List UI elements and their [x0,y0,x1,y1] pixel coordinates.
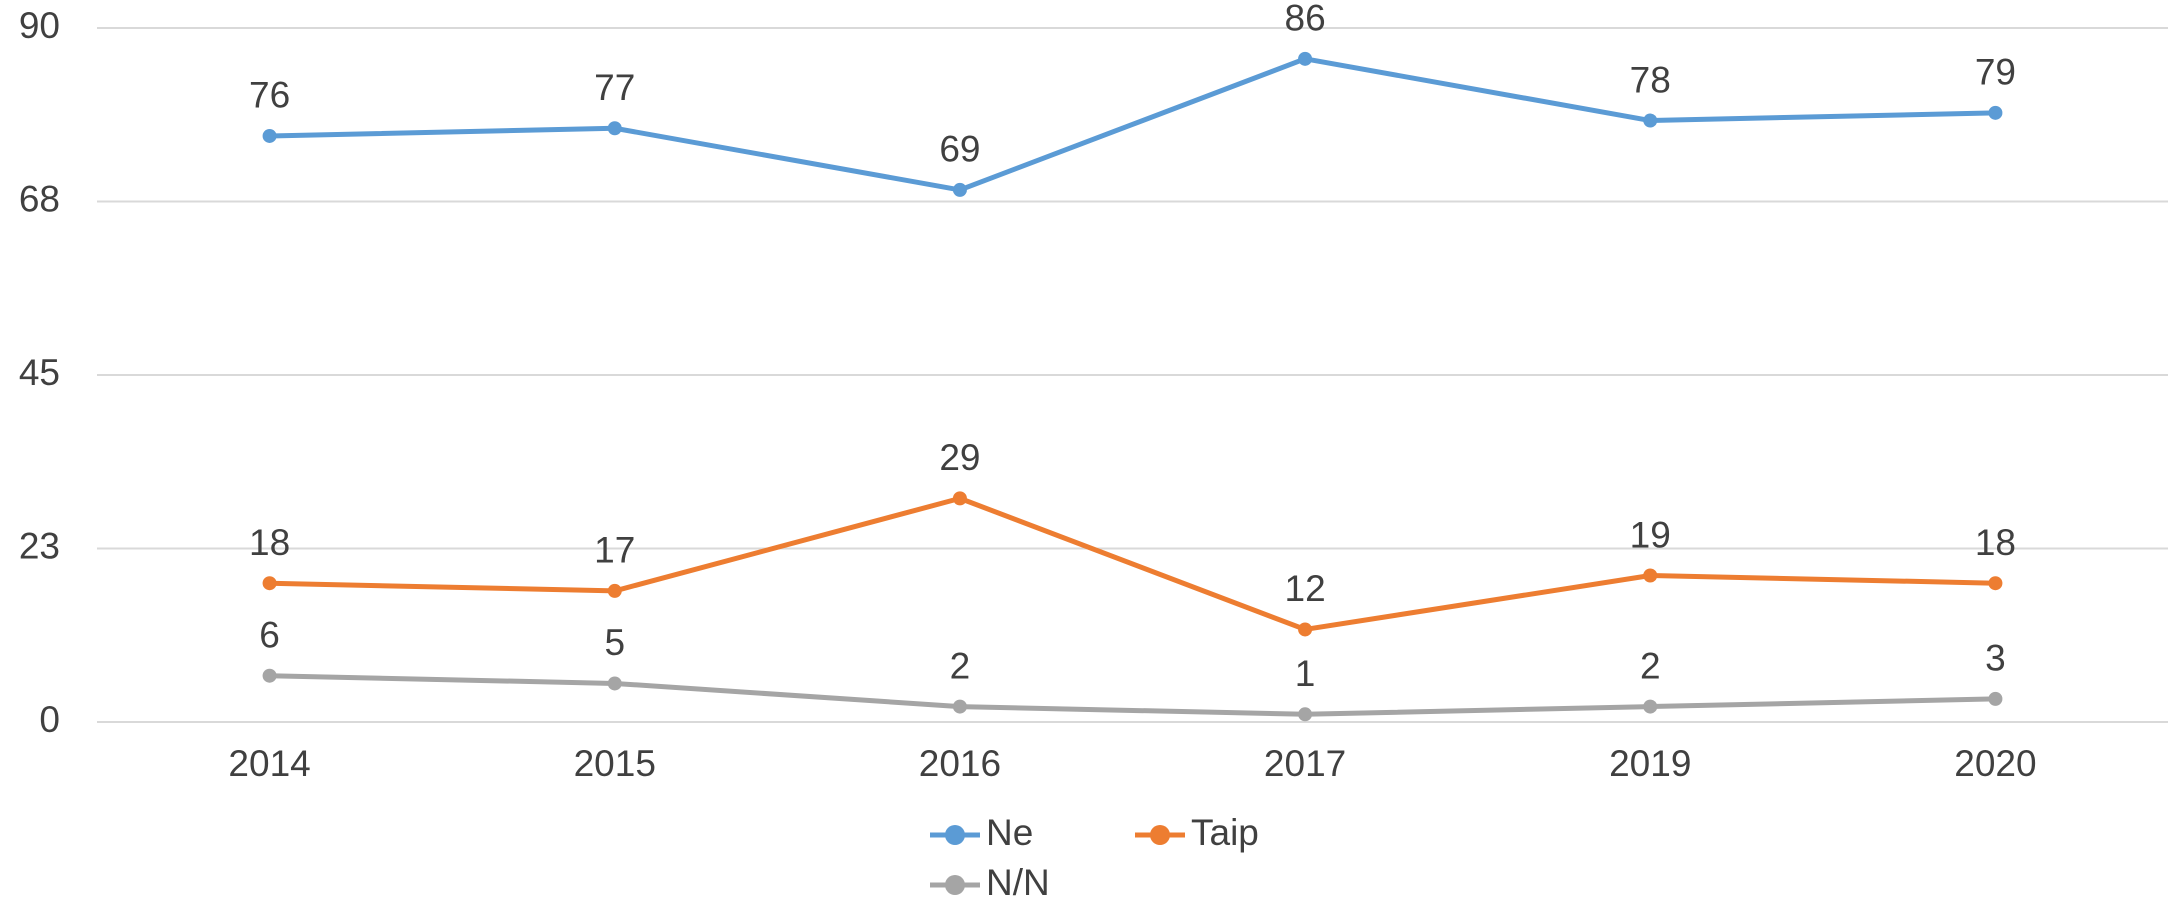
y-tick-label: 90 [19,5,60,46]
point [952,182,967,197]
data-label: 29 [939,437,980,478]
point [952,699,967,714]
data-label: 6 [259,615,280,656]
data-label: 69 [939,129,980,170]
point [1298,51,1313,66]
data-label: 18 [249,522,290,563]
series-line [269,56,1996,193]
x-tick-label: 2019 [1609,743,1691,784]
data-label: 77 [594,67,635,108]
data-label: 5 [604,622,625,663]
data-label: 19 [1630,514,1671,555]
x-tick-label: 2016 [919,743,1001,784]
point [607,583,622,598]
point [1298,622,1313,637]
point [952,491,967,506]
point [1298,707,1313,722]
data-label: 76 [249,75,290,116]
data-label: 17 [594,530,635,571]
x-tick-label: 2014 [228,743,310,784]
point [1988,105,2003,120]
y-tick-label: 68 [19,178,60,219]
legend-marker [945,875,965,895]
data-label: 1 [1295,653,1316,694]
y-tick-label: 45 [19,352,60,393]
data-label: 86 [1285,0,1326,39]
series-line [269,673,1996,717]
x-tick-label: 2017 [1264,743,1346,784]
legend-label: N/N [986,862,1050,903]
y-tick-label: 0 [39,699,60,740]
data-label: 78 [1630,59,1671,100]
legend-label: Ne [986,812,1033,853]
legend-marker [945,825,965,845]
point [607,676,622,691]
legend-label: Taip [1191,812,1259,853]
y-tick-label: 23 [19,525,60,566]
data-label: 12 [1285,568,1326,609]
data-label: 3 [1985,638,2006,679]
point [1988,576,2003,591]
data-label: 2 [950,645,971,686]
point [607,121,622,136]
legend-marker [1150,825,1170,845]
point [1643,568,1658,583]
point [1643,699,1658,714]
data-label: 79 [1975,52,2016,93]
point [262,668,277,683]
x-tick-label: 2020 [1954,743,2036,784]
point [262,576,277,591]
data-label: 2 [1640,645,1661,686]
x-tick-label: 2015 [574,743,656,784]
point [1988,691,2003,706]
point [262,128,277,143]
series-line [269,495,1996,632]
point [1643,113,1658,128]
data-label: 18 [1975,522,2016,563]
